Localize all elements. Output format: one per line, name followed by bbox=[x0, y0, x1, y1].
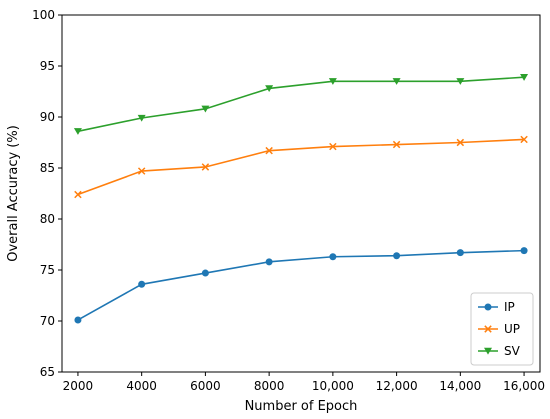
series-up bbox=[74, 135, 528, 199]
data-point bbox=[520, 74, 529, 81]
legend: IP UP SV bbox=[470, 292, 534, 366]
x-tick-label: 4000 bbox=[126, 379, 157, 393]
data-point bbox=[201, 163, 210, 171]
legend-label: UP bbox=[504, 322, 520, 336]
plot-area bbox=[61, 14, 541, 373]
y-axis-label: Overall Accuracy (%) bbox=[6, 125, 21, 262]
data-point bbox=[137, 167, 146, 175]
data-point bbox=[520, 135, 528, 144]
data-point bbox=[265, 258, 273, 266]
data-point bbox=[265, 146, 273, 155]
series-sv bbox=[73, 74, 529, 135]
legend-marker bbox=[484, 325, 492, 333]
y-tick-label: 85 bbox=[40, 161, 55, 175]
y-tick-label: 100 bbox=[32, 8, 55, 22]
data-point bbox=[456, 78, 465, 85]
legend-box bbox=[470, 292, 534, 366]
legend-item-ip: IP bbox=[478, 300, 515, 314]
data-point bbox=[138, 280, 146, 288]
series-line-up bbox=[77, 138, 525, 196]
x-tick-label: 6000 bbox=[190, 379, 221, 393]
data-point bbox=[329, 253, 337, 261]
data-point bbox=[329, 142, 337, 151]
legend-item-up: UP bbox=[478, 322, 520, 336]
series-line-sv bbox=[77, 76, 525, 133]
data-point bbox=[392, 78, 401, 85]
x-tick-label: 16,000 bbox=[503, 379, 545, 393]
y-tick-label: 65 bbox=[40, 365, 55, 379]
series-line-ip bbox=[77, 249, 525, 321]
series-ip bbox=[74, 247, 528, 324]
y-tick-label: 90 bbox=[40, 110, 55, 124]
data-point bbox=[265, 85, 274, 93]
data-point bbox=[201, 269, 209, 277]
x-tick-label: 8000 bbox=[254, 379, 285, 393]
series-layer bbox=[73, 74, 529, 324]
y-tick-label: 70 bbox=[40, 314, 55, 328]
data-point bbox=[137, 114, 146, 122]
data-point bbox=[73, 128, 82, 135]
data-point bbox=[393, 252, 401, 260]
legend-item-sv: SV bbox=[478, 344, 521, 358]
legend-marker bbox=[484, 347, 492, 355]
legend-label: IP bbox=[504, 300, 515, 314]
data-point bbox=[201, 105, 210, 113]
x-tick-label: 12,000 bbox=[376, 379, 418, 393]
data-point bbox=[74, 190, 82, 199]
data-point bbox=[456, 249, 464, 257]
x-tick-label: 10,000 bbox=[312, 379, 354, 393]
y-tick-label: 80 bbox=[40, 212, 55, 226]
y-axis-ticks: 65 70 75 80 85 90 95 100 bbox=[32, 8, 62, 379]
data-point bbox=[520, 247, 528, 255]
data-point bbox=[74, 316, 82, 324]
x-tick-label: 14,000 bbox=[439, 379, 481, 393]
legend-label: SV bbox=[504, 344, 521, 358]
legend-marker bbox=[484, 303, 492, 311]
y-tick-label: 95 bbox=[40, 59, 55, 73]
x-tick-label: 2000 bbox=[63, 379, 94, 393]
x-axis-label: Number of Epoch bbox=[245, 399, 358, 414]
data-point bbox=[392, 140, 401, 149]
data-point bbox=[328, 78, 337, 85]
y-tick-label: 75 bbox=[40, 263, 55, 277]
data-point bbox=[456, 138, 465, 147]
x-axis-ticks: 2000 4000 6000 8000 10,000 12,000 14,000 16,000 bbox=[63, 372, 545, 393]
